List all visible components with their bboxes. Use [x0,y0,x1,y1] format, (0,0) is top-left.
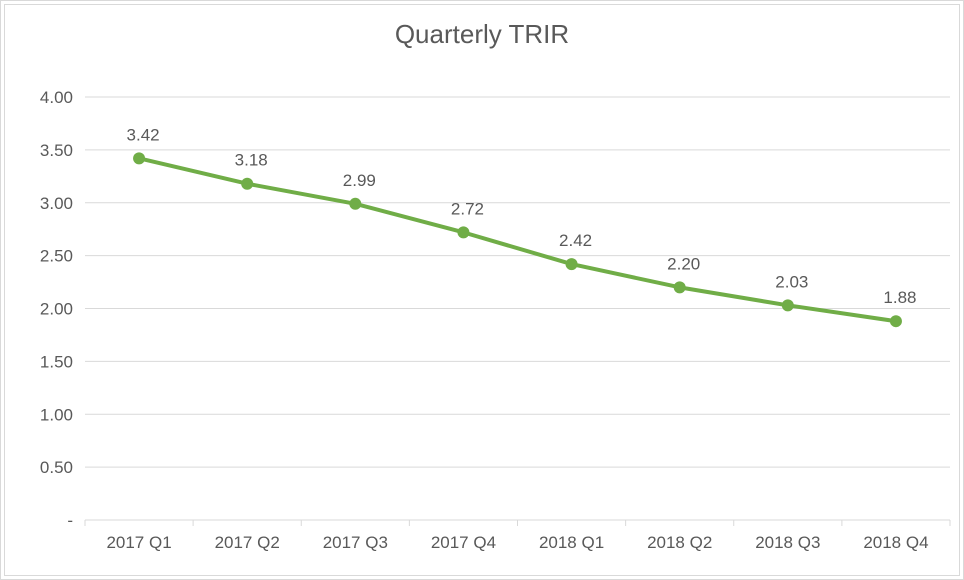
y-tick-label: 2.50 [40,247,73,266]
x-tick-label: 2017 Q1 [106,533,171,552]
x-axis-ticks: 2017 Q1 2017 Q2 2017 Q3 2017 Q4 2018 Q1 2018 … [106,533,928,552]
x-tick-label: 2017 Q4 [431,533,496,552]
y-tick-label: 3.50 [40,141,73,160]
data-label: 1.88 [883,288,916,307]
data-label: 2.03 [775,272,808,291]
data-marker [133,152,145,164]
data-label: 2.42 [559,231,592,250]
x-tick-label: 2018 Q1 [539,533,604,552]
y-tick-label: 1.00 [40,405,73,424]
chart-outer-border: Quarterly TRIR -0.501.001.502.002.503.00… [0,0,964,580]
x-tick-label: 2017 Q2 [215,533,280,552]
y-tick-label: - [67,511,73,530]
y-tick-label: 2.00 [40,300,73,319]
data-label: 2.99 [343,171,376,190]
data-marker [674,281,686,293]
data-marker [566,258,578,270]
chart-svg: - 0.50 1.00 1.50 2.00 2.50 3.00 3.50 4.00 2017 Q… [5,5,961,577]
data-label: 2.72 [451,199,484,218]
data-label: 3.18 [235,151,268,170]
chart-inner-border: Quarterly TRIR -0.501.001.502.002.503.00… [4,4,960,576]
data-label: 3.42 [127,125,160,144]
y-tick-label: 3.00 [40,194,73,213]
data-marker [349,198,361,210]
data-label: 2.20 [667,254,700,273]
y-tick-label: 4.00 [40,88,73,107]
data-marker [241,178,253,190]
data-labels: 3.42 3.18 2.99 2.72 2.42 2.20 2.03 1.88 [127,125,917,307]
x-tick-label: 2018 Q4 [863,533,928,552]
y-tick-label: 1.50 [40,352,73,371]
x-tick-label: 2017 Q3 [323,533,388,552]
x-axis [85,520,950,526]
x-tick-label: 2018 Q3 [755,533,820,552]
data-marker [457,226,469,238]
y-tick-label: 0.50 [40,458,73,477]
x-tick-label: 2018 Q2 [647,533,712,552]
data-marker [890,315,902,327]
y-axis-ticks: - 0.50 1.00 1.50 2.00 2.50 3.00 3.50 4.00 [40,88,73,530]
data-series [133,152,902,327]
data-marker [782,299,794,311]
